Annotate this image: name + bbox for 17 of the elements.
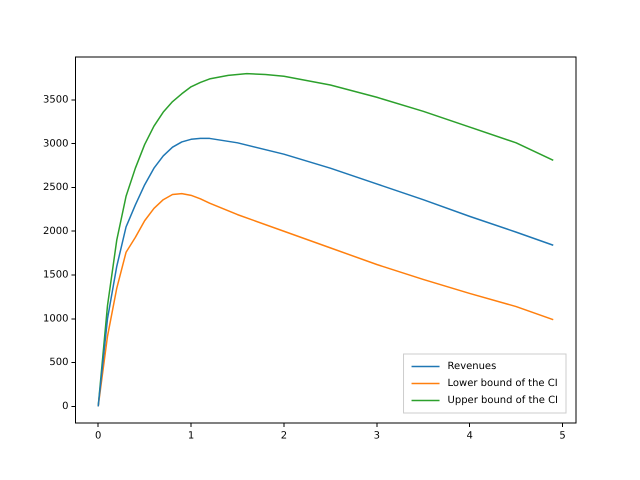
legend-label: Upper bound of the CI (448, 395, 558, 406)
x-tick-label: 3 (374, 430, 380, 442)
x-tick-label: 0 (95, 430, 102, 442)
y-tick-label: 3500 (42, 94, 68, 106)
x-tick-label: 2 (280, 430, 288, 442)
legend-label: Lower bound of the CI (448, 378, 558, 390)
legend-label: Revenues (448, 361, 496, 372)
x-tick-label: 1 (188, 430, 194, 442)
y-tick-label: 1000 (42, 313, 68, 324)
x-tick-label: 5 (559, 430, 566, 442)
y-tick-label: 2000 (42, 226, 68, 237)
y-tick-label: 1500 (42, 270, 68, 281)
y-tick-label: 2500 (42, 182, 68, 194)
y-tick-label: 3000 (42, 138, 68, 150)
x-tick-label: 4 (466, 430, 473, 442)
y-tick-label: 500 (49, 357, 68, 368)
y-tick-label: 0 (62, 400, 68, 412)
